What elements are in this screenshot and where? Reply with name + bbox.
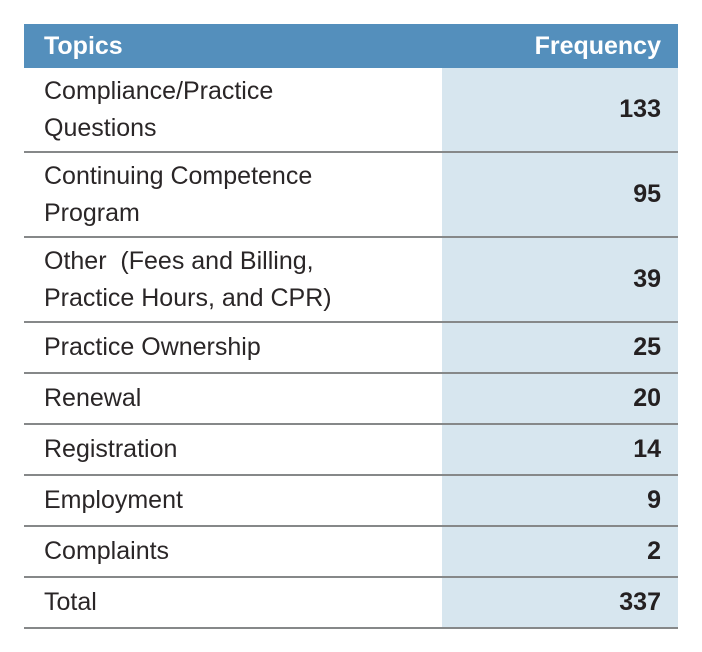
- frequency-cell: 133: [442, 68, 678, 151]
- table-row: Complaints 2: [24, 527, 678, 578]
- frequency-cell: 9: [442, 476, 678, 525]
- column-header-topics: Topics: [44, 31, 123, 60]
- topic-cell: Complaints: [44, 537, 170, 565]
- table-row: Practice Ownership 25: [24, 323, 678, 374]
- table-row: Compliance/Practice Questions 133: [24, 68, 678, 153]
- topic-cell: Practice Ownership: [44, 333, 261, 361]
- frequency-cell: 14: [442, 425, 678, 474]
- topic-cell: Continuing Competence Program: [44, 161, 313, 227]
- total-value: 337: [442, 578, 678, 627]
- topic-cell: Registration: [44, 435, 178, 463]
- frequency-cell: 20: [442, 374, 678, 423]
- frequency-table: Topics Frequency Compliance/Practice Que…: [24, 24, 678, 629]
- table-header-row: Topics Frequency: [24, 24, 678, 68]
- topic-cell: Renewal: [44, 384, 142, 412]
- frequency-cell: 2: [442, 527, 678, 576]
- table-total-row: Total 337: [24, 578, 678, 629]
- table-row: Employment 9: [24, 476, 678, 527]
- column-header-frequency: Frequency: [534, 31, 661, 60]
- table-row: Registration 14: [24, 425, 678, 476]
- frequency-cell: 39: [442, 238, 678, 321]
- table-row: Continuing Competence Program 95: [24, 153, 678, 238]
- frequency-cell: 25: [442, 323, 678, 372]
- topic-cell: Compliance/Practice Questions: [44, 76, 274, 142]
- frequency-cell: 95: [442, 153, 678, 236]
- total-label: Total: [44, 588, 97, 616]
- table-row: Other (Fees and Billing, Practice Hours,…: [24, 238, 678, 323]
- table-body: Compliance/Practice Questions 133 Contin…: [24, 68, 678, 578]
- topic-cell: Employment: [44, 486, 183, 514]
- table-row: Renewal 20: [24, 374, 678, 425]
- topic-cell: Other (Fees and Billing, Practice Hours,…: [44, 246, 332, 312]
